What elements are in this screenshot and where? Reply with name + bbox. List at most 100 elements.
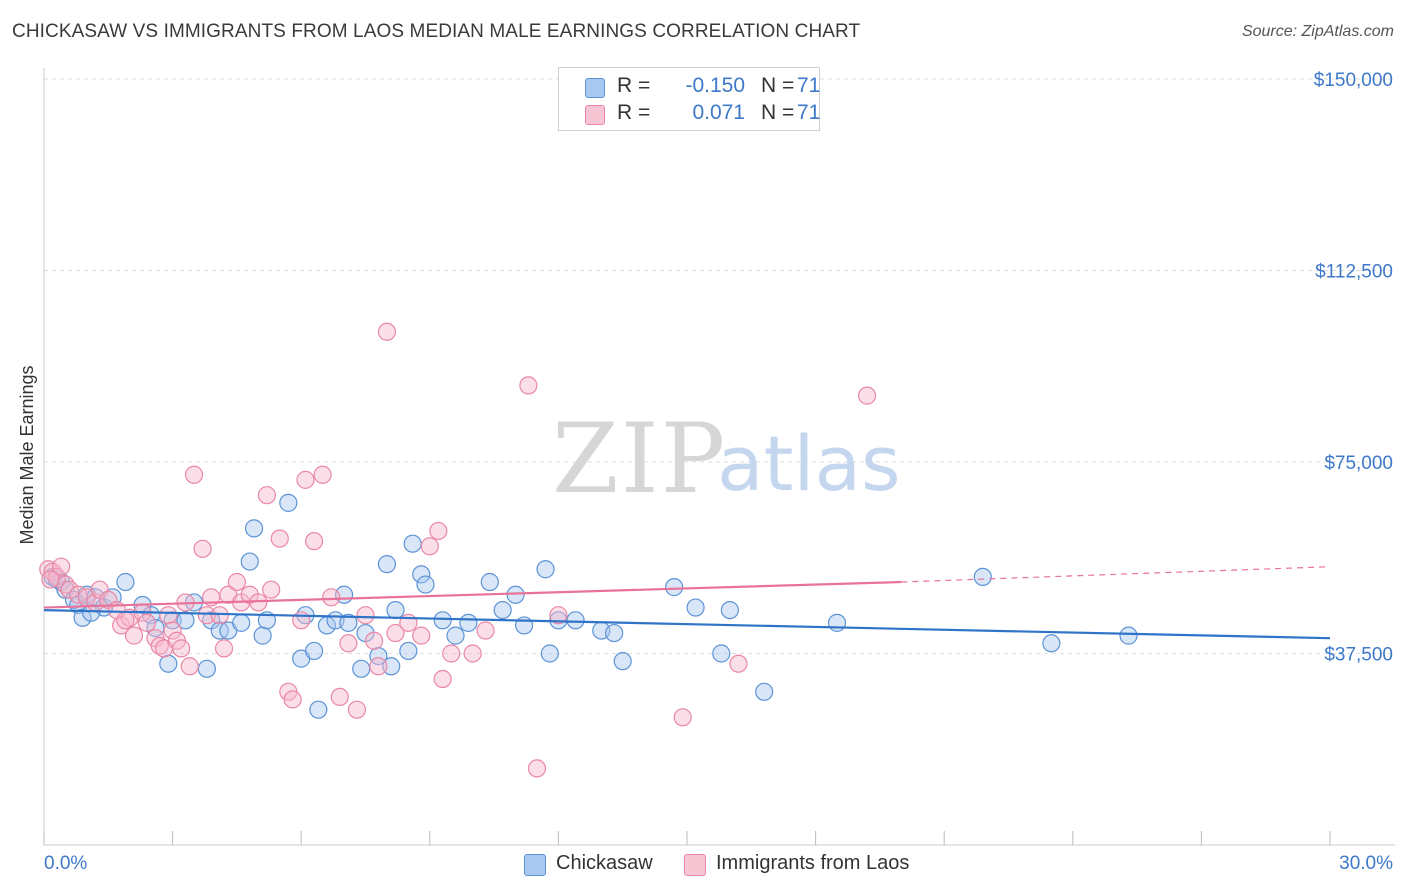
data-point-laos: [262, 580, 281, 599]
data-point-laos: [137, 613, 156, 632]
watermark-atlas: atlas: [717, 419, 901, 508]
data-point-laos: [476, 621, 495, 640]
data-point-chickasaw: [566, 611, 585, 630]
source-label: Source: ZipAtlas.com: [1241, 23, 1394, 40]
data-point-chickasaw: [309, 700, 328, 719]
data-point-laos: [257, 486, 277, 505]
bottom-legend-label-laos: Immigrants from Laos: [716, 852, 910, 874]
data-point-laos: [369, 657, 388, 676]
y-tick-label: $112,500: [1315, 262, 1393, 283]
series-laos-points: [39, 322, 877, 778]
data-point-chickasaw: [613, 652, 632, 671]
data-point-laos: [214, 639, 234, 658]
y-tick-label: $75,000: [1324, 453, 1393, 474]
data-point-chickasaw: [416, 575, 435, 594]
data-point-chickasaw: [339, 613, 358, 632]
data-point-chickasaw: [232, 613, 251, 632]
bottom-legend-label-chickasaw: Chickasaw: [556, 852, 653, 874]
x-tick-label: 0.0%: [44, 853, 87, 874]
data-point-chickasaw: [665, 578, 684, 597]
watermark-zip: ZIP: [552, 403, 727, 515]
data-point-laos: [673, 708, 692, 727]
trendline-chickasaw: [43, 608, 1331, 640]
data-point-chickasaw: [377, 555, 397, 574]
data-point-laos: [857, 386, 877, 405]
data-point-laos: [386, 623, 405, 643]
data-point-chickasaw: [720, 600, 739, 620]
data-point-chickasaw: [686, 598, 705, 617]
data-point-laos: [549, 606, 568, 625]
x-tick-label: 30.0%: [1339, 853, 1393, 874]
data-point-chickasaw: [352, 659, 371, 678]
data-point-chickasaw: [244, 519, 264, 538]
y-tick-labels: $37,500 $75,000 $112,500 $150,000: [1314, 70, 1393, 666]
data-point-laos: [172, 639, 191, 658]
data-point-chickasaw: [493, 600, 512, 620]
data-point-laos: [180, 657, 199, 676]
data-point-chickasaw: [459, 613, 478, 632]
bottom-legend-swatch-laos: [684, 854, 706, 876]
data-point-laos: [296, 470, 315, 489]
legend: R = -0.150 N = 71 R = 0.071 N = 71: [558, 67, 820, 131]
data-point-chickasaw: [433, 611, 452, 630]
data-point-laos: [197, 606, 216, 625]
trendline-laos: [43, 580, 902, 609]
data-point-chickasaw: [973, 567, 992, 587]
legend-n-value: 71: [797, 101, 821, 124]
data-point-laos: [527, 759, 547, 778]
data-point-chickasaw: [197, 659, 216, 678]
legend-r-value: -0.150: [685, 74, 745, 97]
data-point-laos: [429, 521, 448, 541]
trendline-laos-extension: [901, 566, 1331, 583]
data-point-chickasaw: [176, 611, 195, 630]
data-point-chickasaw: [240, 552, 259, 571]
data-point-laos: [729, 654, 748, 673]
legend-n-label: N =: [761, 74, 795, 97]
chart-title: CHICKASAW VS IMMIGRANTS FROM LAOS MEDIAN…: [12, 21, 861, 42]
trend-lines: [43, 566, 1331, 640]
data-point-chickasaw: [480, 572, 499, 592]
data-point-chickasaw: [253, 626, 272, 645]
data-point-chickasaw: [540, 644, 559, 663]
watermark: ZIP atlas: [552, 403, 901, 515]
data-point-laos: [41, 570, 60, 589]
legend-r-label: R =: [617, 74, 651, 97]
data-point-chickasaw: [446, 626, 465, 645]
data-point-laos: [433, 669, 452, 689]
data-point-laos: [270, 529, 289, 548]
data-point-chickasaw: [827, 613, 847, 632]
data-point-laos: [159, 606, 178, 625]
data-point-laos: [193, 539, 212, 558]
data-point-chickasaw: [116, 572, 135, 592]
data-point-laos: [322, 588, 341, 607]
data-point-laos: [519, 376, 538, 395]
data-point-chickasaw: [536, 560, 555, 579]
data-point-laos: [313, 465, 332, 484]
data-point-chickasaw: [279, 493, 298, 512]
data-point-laos: [163, 621, 182, 640]
data-point-laos: [420, 537, 439, 556]
data-point-laos: [60, 580, 79, 599]
data-point-chickasaw: [412, 565, 431, 584]
data-point-laos: [364, 631, 384, 650]
data-point-chickasaw: [605, 623, 624, 643]
legend-swatch-chickasaw: [585, 78, 605, 98]
data-point-laos: [210, 606, 229, 625]
data-point-laos: [442, 644, 461, 663]
data-point-laos: [116, 611, 135, 630]
data-point-laos: [412, 626, 431, 645]
data-point-chickasaw: [159, 654, 178, 673]
data-point-laos: [184, 465, 204, 484]
data-point-laos: [339, 634, 358, 653]
legend-r-label: R =: [617, 101, 651, 124]
data-point-laos: [347, 700, 367, 719]
data-point-chickasaw: [403, 534, 422, 553]
legend-n-value: 71: [797, 74, 821, 97]
data-point-laos: [377, 322, 397, 341]
data-point-chickasaw: [755, 682, 774, 701]
data-point-chickasaw: [73, 608, 92, 627]
data-point-laos: [292, 611, 311, 630]
data-point-laos: [52, 557, 71, 576]
data-point-chickasaw: [304, 641, 324, 661]
data-point-chickasaw: [1042, 634, 1061, 653]
